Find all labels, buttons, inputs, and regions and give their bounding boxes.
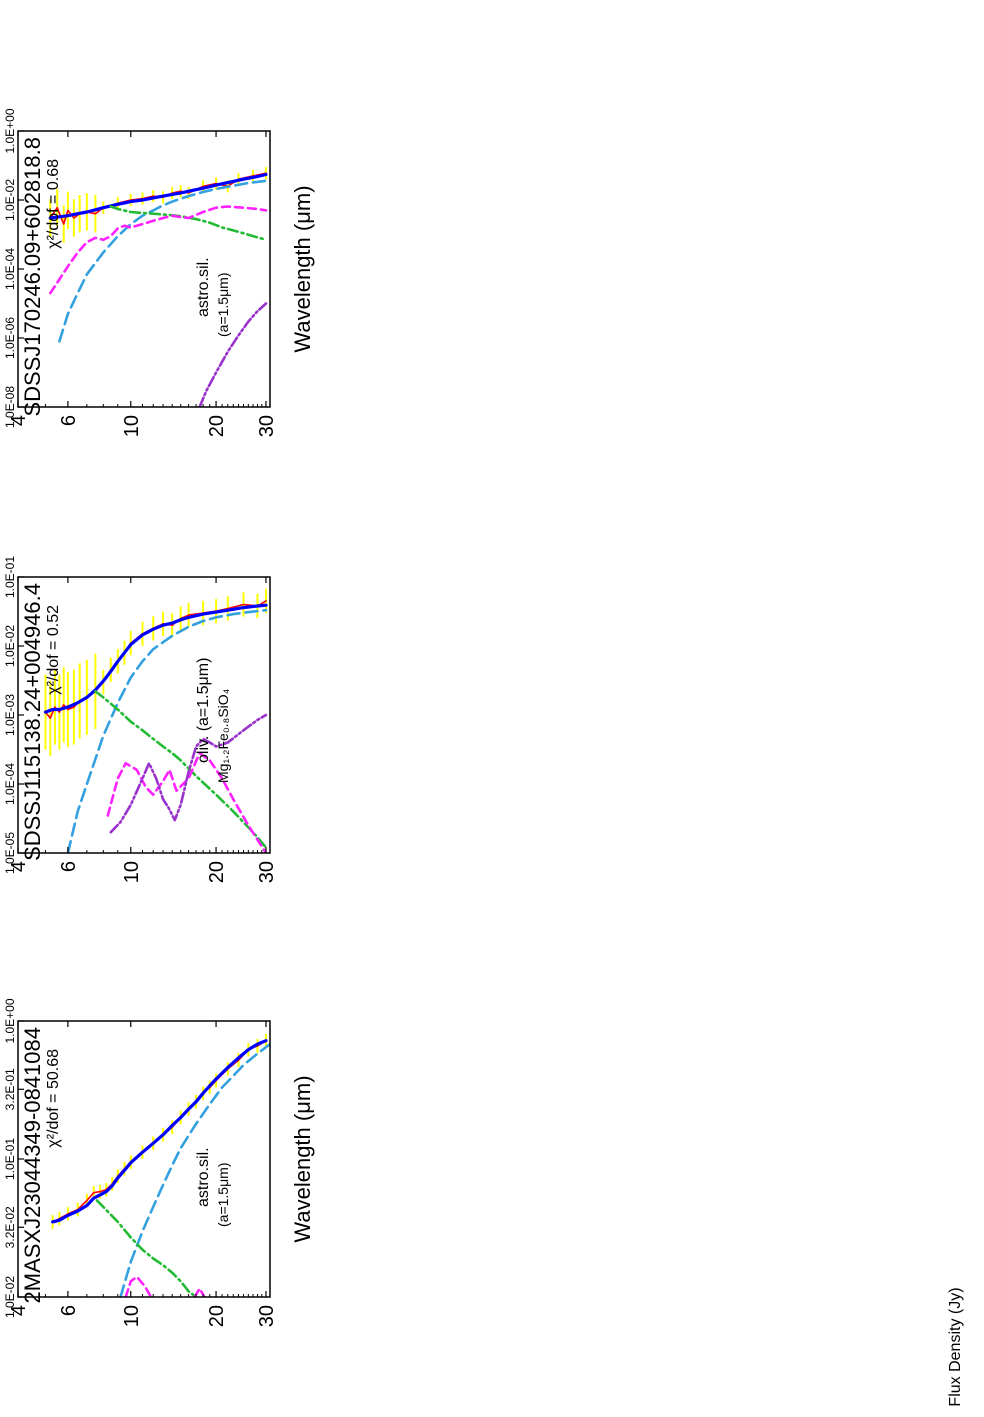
xtick-label: 20 <box>206 1305 228 1327</box>
figure-ylabel: Flux Density (Jy) <box>947 1287 964 1406</box>
series-comp2-3 <box>94 690 268 849</box>
xtick-label: 4 <box>8 861 30 872</box>
ytick-label: 1.0E-04 <box>3 763 17 805</box>
panel-dust-size: (a=1.5μm) <box>215 1163 231 1227</box>
ytick-label: 1.0E-01 <box>3 556 17 598</box>
series-comp3-4 <box>49 205 268 295</box>
xtick-label: 4 <box>8 415 30 426</box>
panel-chi2: χ²/dof = 0.52 <box>45 605 62 695</box>
panel-title: SDSSJ115138.24+004946.4 <box>20 583 45 861</box>
ytick-label: 1.0E-01 <box>3 1138 17 1180</box>
panel-chi2: χ²/dof = 50.68 <box>45 1049 62 1148</box>
ytick-label: 1.0E-03 <box>3 694 17 736</box>
series-comp2-3 <box>109 205 268 242</box>
ytick-label: 1.0E-08 <box>3 386 17 428</box>
ytick-label: 1.0E-02 <box>3 625 17 667</box>
panel-dust-label: astro.sil. <box>195 257 212 317</box>
xtick-label: 4 <box>8 1305 30 1316</box>
panel-title: SDSSJ170246.09+602818.8 <box>20 137 45 417</box>
series-comp4-5 <box>198 302 268 407</box>
series-comp3-4 <box>124 1275 153 1297</box>
xtick-label: 30 <box>256 415 278 437</box>
panel-chi2: χ²/dof = 0.68 <box>45 159 62 249</box>
panel-dust-size: (a=1.5μm) <box>215 273 231 337</box>
series-comp3-4 <box>106 751 268 853</box>
series-model-1 <box>51 1039 268 1224</box>
panel-dust-label: oliv. (a=1.5μm) <box>195 658 212 763</box>
panel-title: 2MASXJ23044349-0841084 <box>20 1027 45 1303</box>
series-comp4-5 <box>109 713 268 834</box>
series-comp1-2 <box>119 1042 270 1297</box>
panel-xlabel: Wavelength (μm) <box>290 185 315 352</box>
chart-panel-3: 4 6 10 20 30 1.0E+00 1.0E-02 1.0E-04 1.0E-06 1.0E… <box>3 108 315 437</box>
xtick-label: 10 <box>121 861 143 883</box>
xtick-label: 6 <box>58 415 80 426</box>
ytick-label: 1.0E-06 <box>3 317 17 359</box>
chart-panel-2: 4 6 10 20 30 1.0E-01 1.0E-02 1.0E-03 1.0E-04 1.0E… <box>3 556 278 884</box>
series-model-1 <box>43 603 268 714</box>
xtick-label: 6 <box>58 861 80 872</box>
panel-dust-size: Mg₁.₂Fe₀.₈SiO₄ <box>215 688 231 783</box>
xtick-label: 20 <box>206 861 228 883</box>
series-model-1 <box>48 172 268 220</box>
chart-panel-1: 4 6 10 20 30 1.0E+00 3.2E-01 1.0E-01 3.2E-02 1.0E… <box>3 998 315 1327</box>
series-comp1-2 <box>58 179 268 343</box>
ytick-label: 1.0E-04 <box>3 248 17 290</box>
xtick-label: 6 <box>58 1305 80 1316</box>
ytick-label: 3.2E-01 <box>3 1068 17 1110</box>
series-comp2-3 <box>95 1199 198 1297</box>
ytick-label: 1.0E-02 <box>3 179 17 221</box>
xtick-label: 30 <box>256 1305 278 1327</box>
ytick-label: 1.0E-05 <box>3 832 17 874</box>
xtick-label: 10 <box>121 415 143 437</box>
ytick-label: 1.0E+00 <box>3 108 17 153</box>
ytick-label: 1.0E-02 <box>3 1276 17 1318</box>
ytick-label: 1.0E+00 <box>3 998 17 1043</box>
xtick-label: 30 <box>256 861 278 883</box>
xtick-label: 10 <box>121 1305 143 1327</box>
ytick-label: 3.2E-02 <box>3 1206 17 1248</box>
series-comp1-2 <box>66 608 268 853</box>
xtick-label: 20 <box>206 415 228 437</box>
panel-dust-label: astro.sil. <box>195 1147 212 1207</box>
panel-xlabel: Wavelength (μm) <box>290 1075 315 1242</box>
